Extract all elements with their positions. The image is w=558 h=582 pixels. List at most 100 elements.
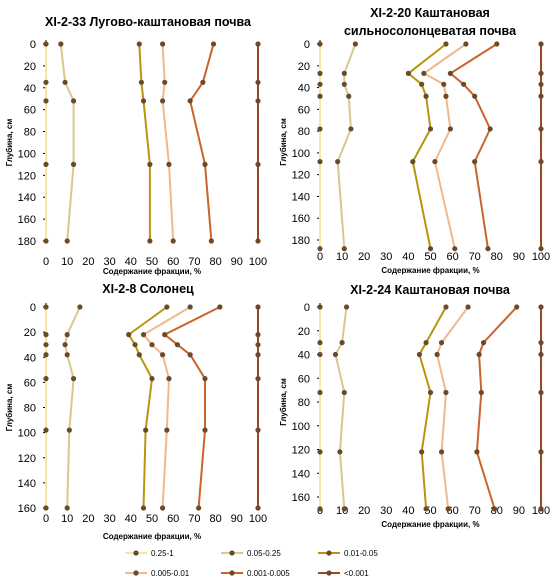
data-point [162,332,168,338]
data-point [538,304,544,310]
legend-marker [133,550,139,556]
data-point [438,449,445,455]
data-point [147,238,153,244]
chart-1: XI-2-33 Лугово-каштановая почва 0 20 40 60 80… [5,15,267,276]
data-point [317,449,323,455]
data-point [174,342,181,348]
data-point [465,304,471,310]
x-tick-label: 90 [231,513,243,525]
data-point [70,98,77,104]
data-point [255,98,261,104]
data-point [43,98,49,104]
x-tick-label: 40 [125,256,137,268]
x-tick-label: 70 [469,251,481,263]
x-tick-label: 90 [513,251,525,263]
data-point [419,449,425,455]
x-axis-label: Содержание фракции, % [381,266,479,275]
legend-marker [326,570,332,576]
data-point [427,126,434,132]
data-point [66,427,72,433]
data-point [43,342,49,348]
series-0.001-0.005 [474,304,520,512]
data-point [187,304,193,310]
data-point [160,98,166,104]
series-<0.001 [538,41,544,252]
x-tick-label: 100 [532,251,550,263]
y-axis-label: Глубина, см [279,118,288,166]
x-tick-label: 10 [61,256,73,268]
series-0.05-0.25 [58,41,77,244]
data-point [419,81,425,87]
data-point [64,332,70,338]
data-point [478,389,484,396]
legend-marker [133,570,139,576]
data-point [147,161,153,167]
data-point [149,376,155,382]
x-tick-label: 100 [249,256,267,268]
data-point [332,351,339,358]
series-0.01-0.05 [136,41,153,244]
data-point [255,161,261,167]
data-point [196,505,202,511]
series-0.25-1 [43,304,49,511]
series-0.05-0.25 [335,41,358,252]
data-point [447,126,453,132]
series-0.05-0.25 [332,304,350,512]
data-point [202,376,208,382]
data-point [149,342,155,348]
data-point [538,159,544,165]
x-tick-label: 30 [380,251,392,263]
x-tick-label: 20 [82,256,94,268]
data-point [43,79,49,85]
data-point [64,352,70,358]
data-point [70,376,77,382]
x-tick-label: 80 [209,513,221,525]
data-point [474,449,480,455]
chart-title: XI-2-8 Солонец [102,282,194,296]
x-tick-label: 40 [402,251,414,263]
data-point [472,93,478,99]
data-point [255,352,261,358]
data-point [208,238,214,244]
x-tick-label: 50 [146,256,158,268]
data-point [538,506,544,512]
x-tick-label: 30 [103,513,115,525]
y-tick-label: 100 [18,148,36,160]
data-point [43,376,49,382]
data-point [461,81,467,87]
data-point [317,389,323,396]
data-point [200,79,206,85]
x-tick-label: 80 [491,505,503,517]
data-point [480,340,487,346]
data-point [136,41,142,47]
y-tick-label: 80 [24,127,36,139]
x-tick-label: 50 [146,513,158,525]
y-tick-label: 80 [298,397,310,409]
legend-label: 0.001-0.005 [247,569,290,578]
series-line [475,306,518,510]
legend-item: 0.001-0.005 [221,569,290,578]
series-<0.001 [538,304,544,512]
legend-item: 0.05-0.25 [221,549,281,558]
data-point [160,41,166,47]
data-point [255,376,261,382]
x-tick-label: 100 [249,513,267,525]
legend-label: 0.005-0.01 [151,569,190,578]
chart-2: XI-2-20 Каштановая сильносолонцеватая поч… [279,6,550,275]
y-tick-label: 80 [298,126,310,138]
x-tick-label: 10 [61,513,73,525]
data-point [432,159,438,165]
y-tick-label: 160 [18,214,36,226]
data-point [421,70,427,76]
legend-label: 0.05-0.25 [247,549,281,558]
data-point [352,41,358,47]
data-point [538,81,544,87]
data-point [410,159,416,165]
data-point [423,340,429,346]
y-tick-label: 20 [298,61,310,73]
legend-marker [229,570,235,576]
data-point [170,238,176,244]
y-tick-label: 140 [292,191,310,203]
data-point [210,41,217,47]
legend-item: 0.005-0.01 [125,569,190,578]
